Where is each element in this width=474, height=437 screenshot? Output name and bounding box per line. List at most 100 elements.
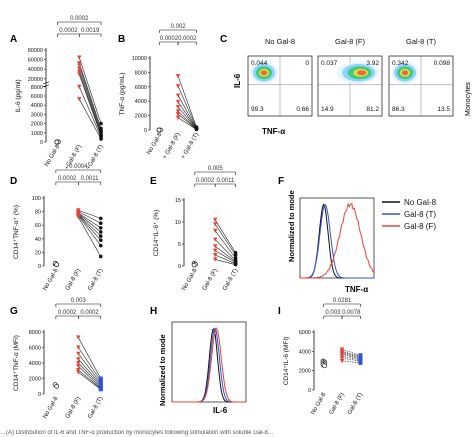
y-tick-label: 2000 xyxy=(31,122,43,128)
panel-h-histogram: Normalized to mode IL-6 xyxy=(158,321,247,415)
point-gal8-t xyxy=(99,121,103,126)
y-tick-label: 4000 xyxy=(299,349,311,355)
figure-caption-fragment: …(A) Distribution of IL-6 and TNF-α prod… xyxy=(0,430,274,436)
x-category-label: No Gal-8 xyxy=(181,267,199,291)
paired-line xyxy=(214,230,236,259)
point-no-gal8 xyxy=(191,262,197,268)
point-gal8-f xyxy=(213,217,218,222)
quadrant-value-lr: 0.66 xyxy=(296,106,309,113)
paired-line xyxy=(78,74,102,136)
paired-line xyxy=(78,337,102,379)
paired-line xyxy=(177,95,197,129)
y-axis-label: CD14⁺IL-6⁺ (%) xyxy=(153,210,160,257)
x-category-label: No Gal-8 xyxy=(42,395,60,419)
quadrant-value-ll: 86.3 xyxy=(392,106,405,113)
pvalue-label: 0.002 xyxy=(171,24,187,30)
x-category-label: Gal-8 (T) xyxy=(222,268,239,292)
pvalue-label: 0.0002 xyxy=(160,36,179,42)
point-gal8-f xyxy=(77,70,82,75)
density-contour xyxy=(261,70,267,76)
y-tick-label: 2000 xyxy=(299,369,311,375)
point-gal8-t xyxy=(98,254,103,259)
panel-b-scatter: 10000 8000 6000 4000 2000 0 TNF-α (pg/mL) No Ga… xyxy=(119,24,200,160)
paired-line xyxy=(177,113,197,130)
paired-line xyxy=(177,111,197,130)
panel-letter-d: D xyxy=(10,176,17,187)
point-gal8-t xyxy=(98,234,103,238)
legend-label: Gal-8 (T) xyxy=(404,210,436,219)
y-tick-label: 4000 xyxy=(29,361,41,367)
point-gal8-f xyxy=(175,93,181,98)
y-tick-label: 20000 xyxy=(28,77,43,83)
paired-line xyxy=(342,352,361,359)
panel-f-legend: No Gal-8 Gal-8 (T) Gal-8 (F) xyxy=(382,198,437,231)
hist-f-xlabel: TNF-α xyxy=(345,285,368,294)
point-gal8-t xyxy=(98,221,103,225)
point-gal8-t xyxy=(99,137,103,141)
panel-a-scatter: 8000060000400002000080006000400030002000… xyxy=(15,16,105,171)
paired-line xyxy=(78,369,101,389)
point-no-gal8 xyxy=(54,139,60,145)
panel-g-scatter: 8000 6000 4000 2000 0 CD14⁺TNF-α (MFI) No Gal-… xyxy=(13,298,104,420)
y-tick-label: 1000 xyxy=(31,131,43,137)
y-tick-label: 60000 xyxy=(28,58,43,64)
y-tick-label: 0 xyxy=(38,264,41,270)
x-category-label: + Gal-8 (F) xyxy=(162,132,182,160)
pvalue-label: 0.003 xyxy=(71,298,87,304)
paired-line xyxy=(78,365,101,389)
panel-letter-g: G xyxy=(10,306,18,317)
y-axis-label: CD14⁺TNF-α (MFI) xyxy=(13,335,20,391)
y-tick-label: 4000 xyxy=(31,103,43,109)
pvalue-label: 0.0002 xyxy=(80,310,99,316)
paired-line xyxy=(177,101,197,129)
paired-line xyxy=(78,212,101,229)
paired-line xyxy=(342,357,361,362)
point-gal8-f xyxy=(213,244,218,249)
point-gal8-t xyxy=(98,378,103,383)
hist-f-curve-gal8-t xyxy=(300,204,374,279)
y-tick-label: 6000 xyxy=(29,346,41,352)
y-axis-label: TNF-α (pg/mL) xyxy=(119,73,126,116)
point-gal8-f xyxy=(77,61,82,66)
quadrant-value-ll: 99.3 xyxy=(251,106,264,113)
y-tick-label: 10 xyxy=(175,220,181,226)
point-gal8-f xyxy=(213,248,218,253)
y-tick-label: 8000 xyxy=(31,85,43,91)
pvalue-label: 0.0019 xyxy=(81,28,100,34)
paired-line xyxy=(78,215,102,246)
y-tick-label: 100 xyxy=(32,196,41,202)
y-tick-label: 40 xyxy=(35,237,41,243)
panel-f-histogram: Normalized to mode TNF-α xyxy=(287,190,375,294)
y-tick-label: 40000 xyxy=(28,67,43,73)
quadrant-value-ur: 3.92 xyxy=(366,60,379,67)
paired-line xyxy=(78,211,101,224)
legend-label: No Gal-8 xyxy=(404,198,437,207)
panel-letter-a: A xyxy=(10,34,17,45)
point-gal8-f xyxy=(175,115,181,120)
y-tick-label: 5 xyxy=(178,242,181,248)
flow-title: Gal-8 (T) xyxy=(406,37,437,46)
point-gal8-f xyxy=(77,55,82,60)
y-axis-label: CD14⁺IL-6 (MFI) xyxy=(283,337,290,386)
point-gal8-f xyxy=(76,367,81,373)
pvalue-label: 0.0281 xyxy=(333,298,352,304)
point-gal8-t xyxy=(98,243,103,248)
hist-f-frame xyxy=(299,197,375,279)
x-category-label: Gal-8 (T) xyxy=(87,396,104,420)
pvalue-label: 0.0002 xyxy=(58,176,77,182)
quadrant-value-ul: 0.342 xyxy=(392,60,409,67)
flow-monocytes-label: Monocytes xyxy=(465,82,472,116)
point-gal8-t xyxy=(358,360,363,365)
hist-h-curve-gal8-f xyxy=(172,327,246,403)
y-tick-label: 80 xyxy=(35,210,41,216)
point-gal8-f xyxy=(175,74,181,79)
point-gal8-f xyxy=(213,228,218,233)
paired-line xyxy=(79,98,102,140)
paired-line xyxy=(342,351,361,357)
x-category-label: No Gal-8 xyxy=(310,391,328,415)
x-category-label: Gal-8 (F) xyxy=(202,268,219,292)
x-category-label: Gal-8 (F) xyxy=(65,396,82,420)
pvalue-label: 0.0004 xyxy=(69,164,88,170)
